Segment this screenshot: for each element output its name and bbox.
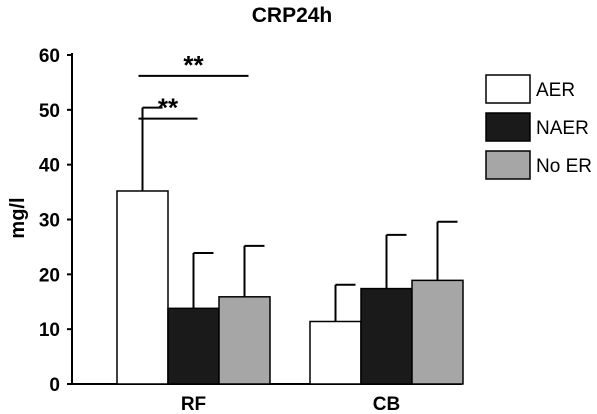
legend-swatch — [485, 150, 531, 180]
legend-label: No ER — [536, 156, 592, 177]
x-tick-label: CB — [373, 394, 400, 414]
x-tick-label: RF — [181, 394, 206, 414]
y-tick-label: 20 — [39, 265, 60, 286]
legend-swatch — [485, 74, 531, 104]
legend-swatch — [485, 112, 531, 142]
y-axis-label: mg/l — [7, 197, 29, 238]
y-tick-label: 40 — [39, 156, 60, 177]
plot-area: 0 10 20 30 40 50 60 RF CB **** — [39, 46, 464, 414]
legend-label: AER — [536, 80, 575, 101]
significance-label: ** — [158, 93, 179, 123]
y-tick-label: 60 — [39, 46, 60, 67]
y-tick-label: 10 — [39, 320, 60, 341]
chart-title: CRP24h — [252, 4, 333, 27]
bar-rf-no-er — [218, 296, 271, 385]
bar-cb-aer — [309, 320, 362, 385]
significance-label: ** — [183, 50, 204, 80]
y-tick-label: 30 — [39, 211, 60, 232]
bar-cb-naer — [360, 287, 413, 385]
y-tick-label: 50 — [39, 101, 60, 122]
legend: AER NAER No ER — [485, 74, 592, 180]
bar-rf-naer — [167, 307, 220, 385]
bar-rf-aer — [116, 190, 169, 385]
legend-label: NAER — [536, 118, 589, 139]
bar-cb-no-er — [411, 279, 464, 385]
y-tick-label: 0 — [49, 375, 60, 396]
